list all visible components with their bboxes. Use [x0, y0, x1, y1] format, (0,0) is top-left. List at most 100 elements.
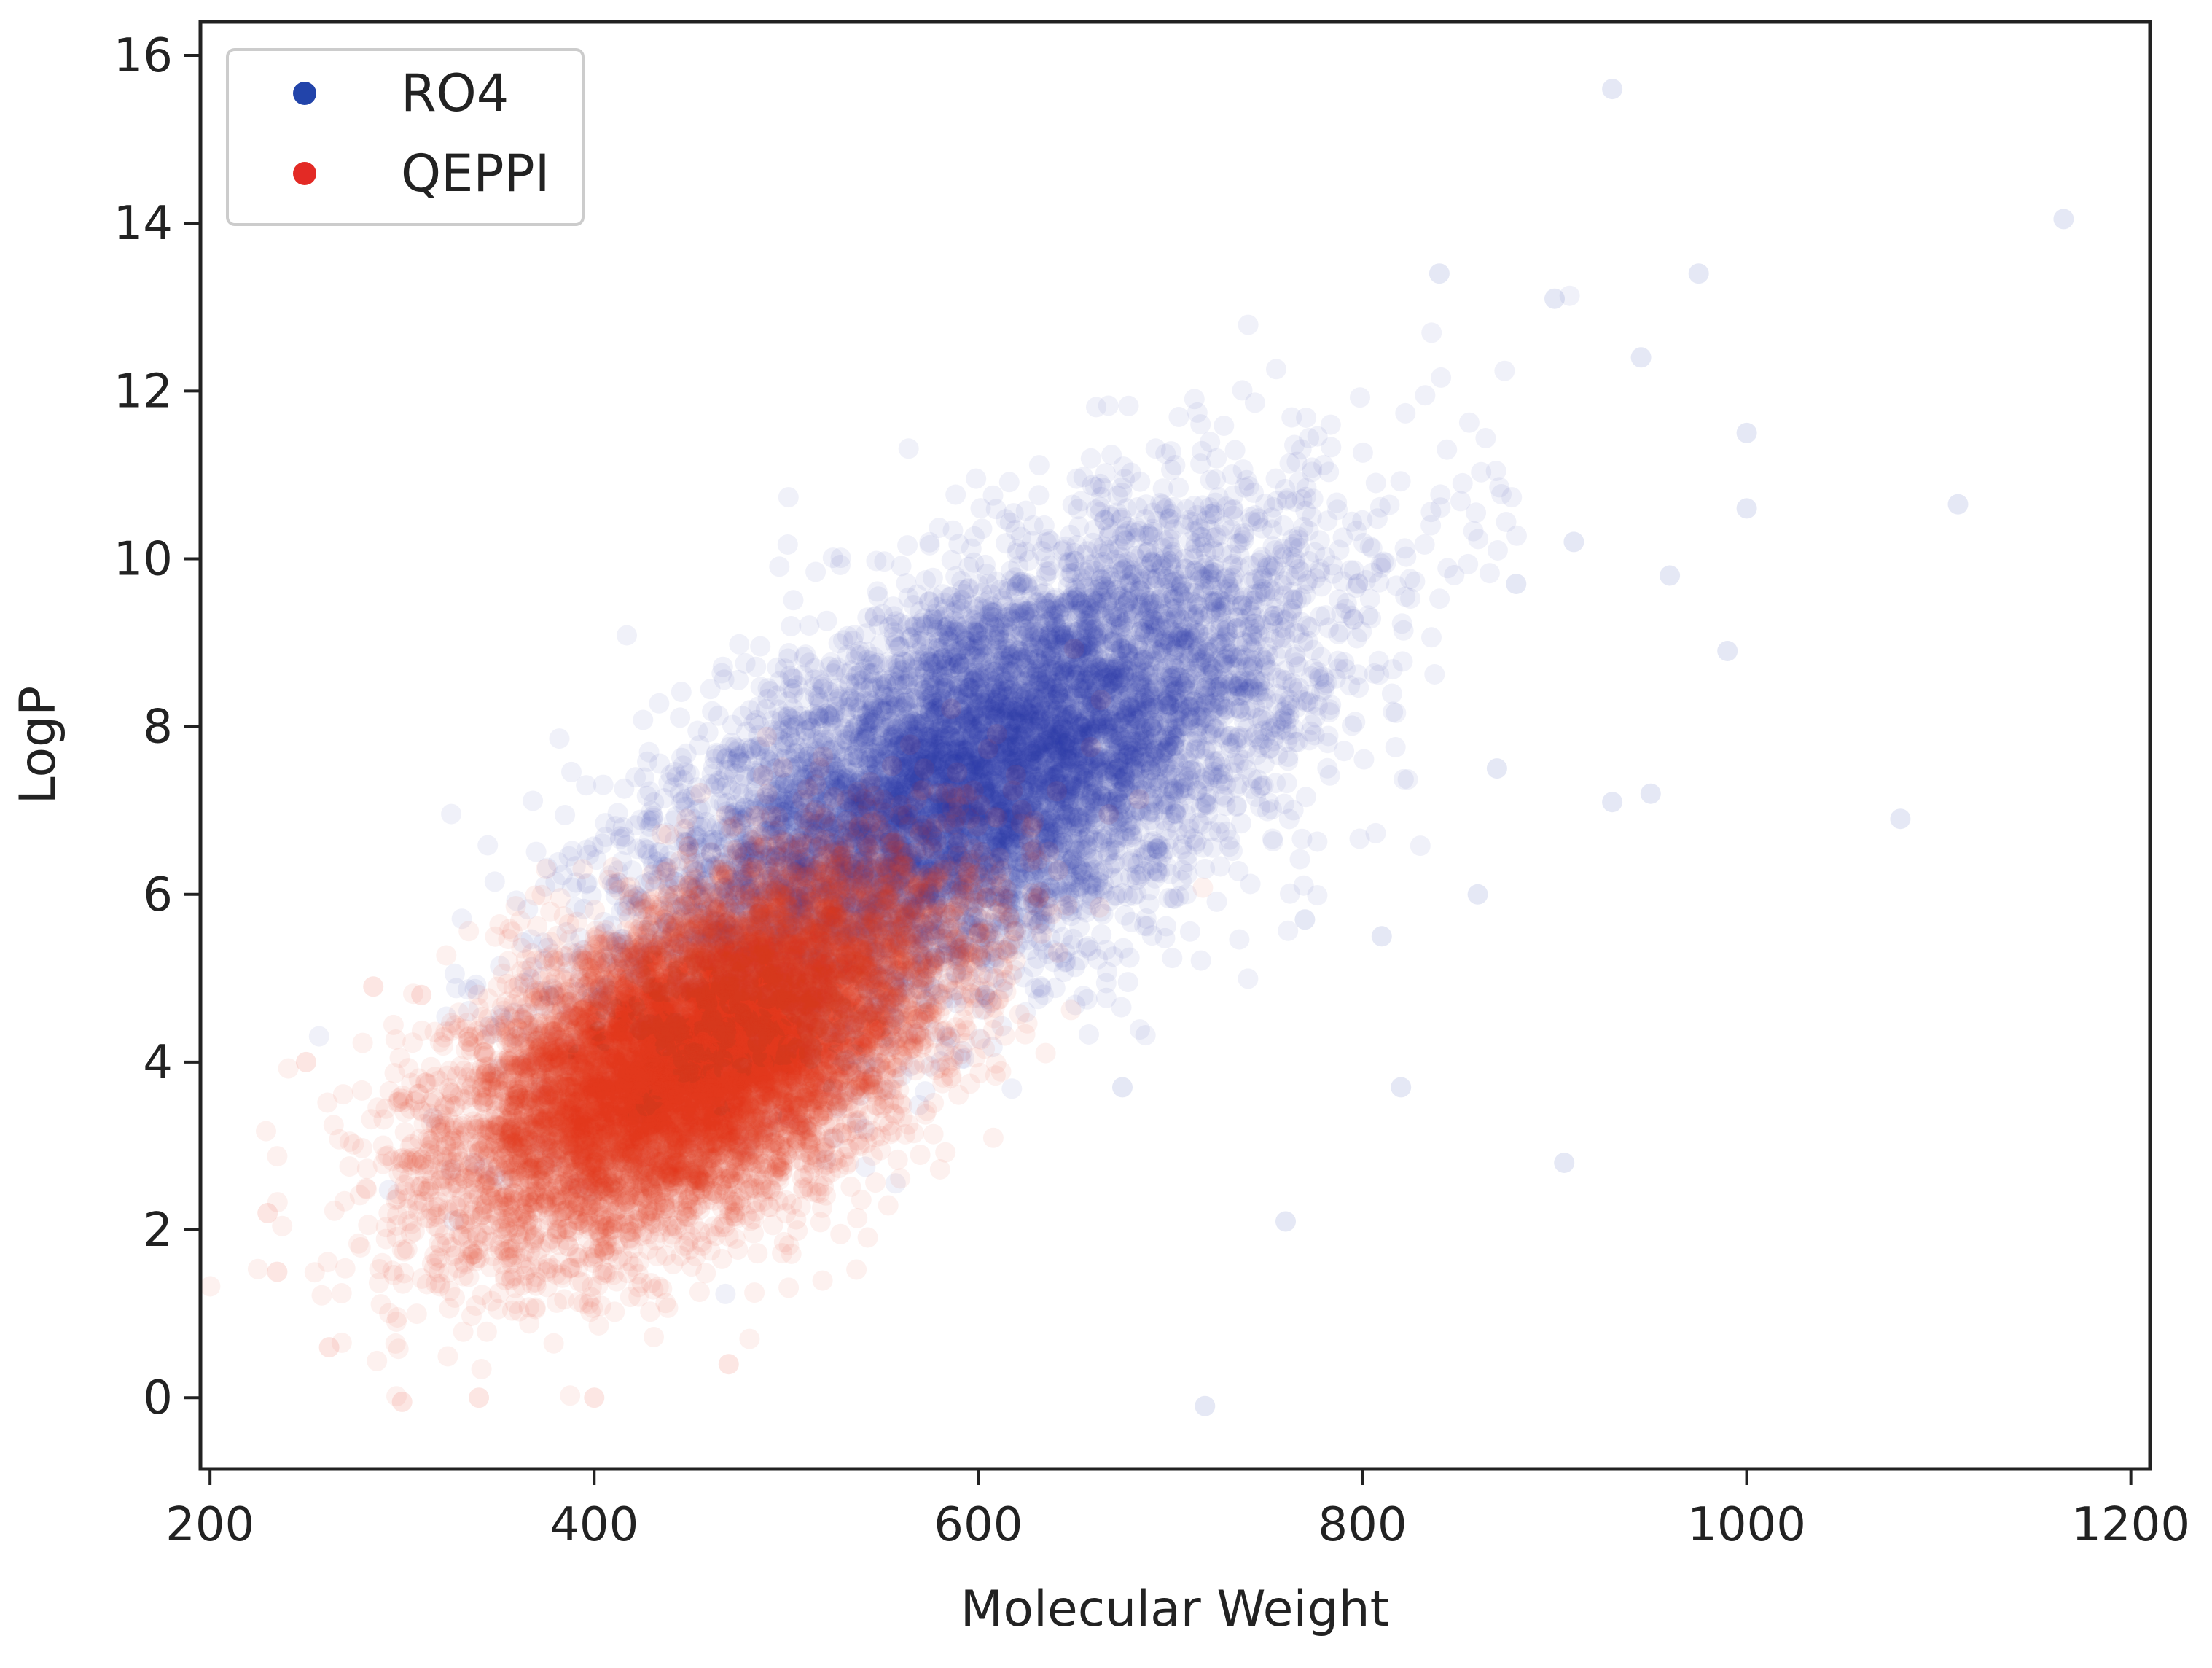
- data-point: [1146, 725, 1167, 747]
- data-point: [677, 935, 698, 956]
- data-point: [1334, 652, 1355, 673]
- data-point: [1000, 785, 1021, 806]
- data-point: [1232, 631, 1253, 652]
- data-point: [1055, 733, 1076, 755]
- data-point: [668, 866, 689, 887]
- data-point: [907, 846, 929, 868]
- data-point: [1128, 579, 1149, 600]
- data-point: [1171, 701, 1192, 722]
- data-point: [1002, 746, 1023, 767]
- data-point: [1034, 591, 1055, 612]
- data-point: [1047, 829, 1068, 850]
- data-point: [921, 835, 942, 857]
- data-point: [969, 694, 990, 715]
- data-point: [991, 790, 1012, 811]
- data-point: [825, 948, 846, 969]
- data-point: [1007, 841, 1028, 862]
- data-point: [662, 1021, 683, 1042]
- data-point: [631, 935, 652, 956]
- data-point: [923, 800, 945, 821]
- data-point: [970, 679, 991, 700]
- data-point: [758, 866, 779, 887]
- data-point: [958, 896, 980, 917]
- data-point: [861, 1001, 882, 1022]
- data-point: [1109, 659, 1130, 679]
- data-point: [1234, 523, 1255, 544]
- data-point: [1358, 605, 1379, 626]
- data-point: [1214, 416, 1235, 436]
- data-point: [840, 897, 861, 917]
- data-point: [767, 888, 788, 909]
- data-point: [725, 851, 746, 873]
- data-point: [793, 1015, 814, 1036]
- data-point: [1381, 683, 1402, 704]
- data-point: [1102, 743, 1123, 763]
- data-point: [679, 806, 700, 826]
- data-point: [1002, 760, 1023, 781]
- data-point: [1121, 738, 1142, 759]
- data-point: [1142, 674, 1163, 695]
- data-point: [1310, 606, 1331, 627]
- data-point: [933, 697, 954, 718]
- data-point: [848, 819, 869, 840]
- data-point: [983, 675, 1004, 696]
- data-point: [783, 590, 804, 611]
- scatter-points: [200, 79, 2074, 1416]
- data-point: [1136, 700, 1157, 721]
- data-point: [992, 733, 1013, 754]
- data-point: [773, 930, 794, 951]
- data-point: [1183, 545, 1204, 566]
- data-point: [955, 636, 977, 658]
- data-point: [857, 934, 878, 955]
- data-point: [731, 889, 752, 911]
- data-point: [1017, 905, 1038, 927]
- data-point: [1041, 642, 1063, 663]
- data-point: [565, 856, 586, 877]
- data-point: [971, 714, 992, 735]
- data-point: [1141, 552, 1162, 573]
- data-point: [1437, 439, 1458, 460]
- data-point: [671, 682, 692, 703]
- data-point: [1131, 734, 1152, 755]
- data-point: [1051, 800, 1072, 821]
- data-point: [1156, 693, 1177, 714]
- data-point: [853, 883, 874, 904]
- data-point: [1230, 667, 1251, 688]
- data-point: [945, 789, 966, 810]
- data-point: [972, 693, 993, 714]
- data-point: [739, 839, 760, 860]
- data-point: [614, 778, 635, 799]
- data-point: [965, 765, 986, 786]
- data-point: [1007, 827, 1028, 848]
- data-point: [861, 884, 882, 904]
- data-point: [1068, 620, 1090, 641]
- data-point: [850, 806, 871, 827]
- data-point: [684, 926, 705, 947]
- data-point: [846, 824, 867, 845]
- data-point: [981, 601, 1002, 622]
- data-point: [1262, 519, 1283, 540]
- data-point: [722, 714, 743, 736]
- data-point: [1019, 622, 1039, 643]
- data-point: [883, 732, 904, 753]
- data-point: [958, 711, 980, 732]
- data-point: [1031, 717, 1051, 737]
- data-point: [955, 758, 977, 779]
- data-point: [715, 1283, 736, 1304]
- data-point: [1184, 521, 1205, 542]
- data-point: [1100, 749, 1121, 771]
- data-point: [716, 864, 737, 885]
- data-point: [1012, 828, 1033, 849]
- data-point: [1028, 455, 1050, 476]
- data-point: [1052, 833, 1074, 854]
- data-point: [902, 751, 923, 772]
- data-point: [925, 794, 946, 815]
- data-point: [1233, 526, 1254, 547]
- data-point: [946, 615, 967, 636]
- data-point: [954, 771, 975, 792]
- data-point: [1094, 620, 1115, 642]
- data-point: [958, 644, 980, 665]
- data-point: [1074, 749, 1095, 770]
- data-point: [943, 687, 964, 709]
- data-point: [990, 886, 1012, 908]
